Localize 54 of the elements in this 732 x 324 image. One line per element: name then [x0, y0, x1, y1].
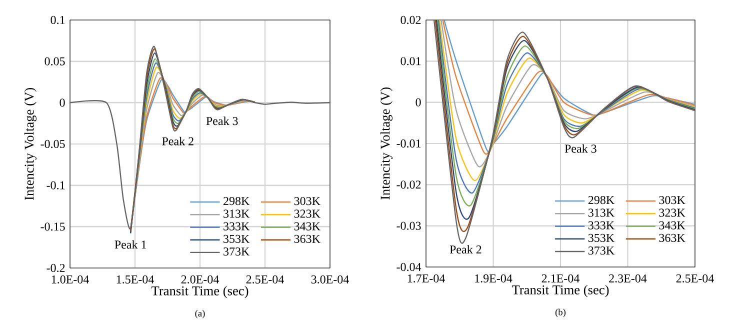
- line-series: [70, 46, 330, 230]
- y-tick-label: -0.04: [396, 262, 422, 272]
- y-tick-label: -0.2: [46, 264, 65, 272]
- legend-label: 353K: [224, 234, 250, 243]
- annotation: Peak 1: [114, 240, 146, 249]
- legend-label: 373K: [588, 246, 614, 255]
- y-tick-label: 0.05: [44, 57, 65, 66]
- y-axis-title: Intencity Voltage (V): [24, 88, 36, 200]
- legend-label: 363K: [294, 234, 320, 243]
- annotation: Peak 2: [162, 136, 194, 146]
- legend-label: 333K: [588, 221, 614, 230]
- x-tick-label: 2.1E-04: [542, 274, 580, 283]
- annotation: Peak 3: [206, 116, 238, 126]
- y-tick-label: -0.02: [396, 180, 421, 189]
- legend-label: 313K: [224, 210, 250, 218]
- x-axis-title: Transit Time (sec): [151, 286, 248, 298]
- x-tick-label: 1.7E-04: [408, 274, 445, 283]
- legend-label: 298K: [588, 196, 614, 204]
- legend-label: 353K: [588, 234, 614, 242]
- y-tick-label: -0.1: [46, 181, 65, 190]
- annotation: Peak 3: [564, 144, 596, 153]
- legend-label: 333K: [224, 222, 250, 230]
- y-tick-label: -0.01: [396, 139, 421, 148]
- y-axis-title: Intencity Voltage (V): [380, 88, 392, 200]
- legend-label: 323K: [659, 208, 686, 217]
- x-tick-label: 2.3E-04: [609, 274, 647, 283]
- legend-label: 303K: [294, 196, 320, 206]
- y-tick-label: -0.15: [40, 222, 65, 231]
- legend-label: 303K: [659, 196, 686, 204]
- annotation: Peak 2: [450, 245, 482, 254]
- y-tick-label: 0: [60, 98, 65, 107]
- text: (b): [555, 308, 566, 318]
- x-tick-label: 2.5E-04: [676, 274, 714, 283]
- legend-label: 373K: [224, 247, 250, 256]
- legend-label: 343K: [659, 221, 686, 230]
- y-tick-label: -0.05: [40, 140, 65, 148]
- legend-label: 343K: [294, 222, 320, 230]
- x-tick-label: 3.0E-04: [311, 275, 349, 284]
- x-tick-label: 1.9E-04: [475, 274, 512, 283]
- y-tick-label: 0.01: [400, 57, 421, 66]
- legend-label: 323K: [294, 210, 320, 218]
- y-tick-label: 0.1: [50, 16, 65, 24]
- x-tick-label: 1.5E-04: [116, 275, 154, 284]
- y-tick-label: -0.03: [396, 222, 421, 230]
- text: (a): [195, 310, 205, 318]
- y-tick-label: 0: [416, 98, 421, 106]
- y-tick-label: 0.02: [400, 16, 421, 24]
- x-tick-label: 2.5E-04: [246, 275, 284, 284]
- legend-label: 313K: [588, 208, 614, 217]
- legend-label: 363K: [659, 234, 686, 242]
- legend-label: 298K: [224, 196, 250, 206]
- x-tick-label: 1.0E-04: [52, 275, 89, 284]
- x-tick-label: 2.0E-04: [181, 275, 219, 284]
- x-axis-title: Transit Time (sec): [512, 284, 609, 298]
